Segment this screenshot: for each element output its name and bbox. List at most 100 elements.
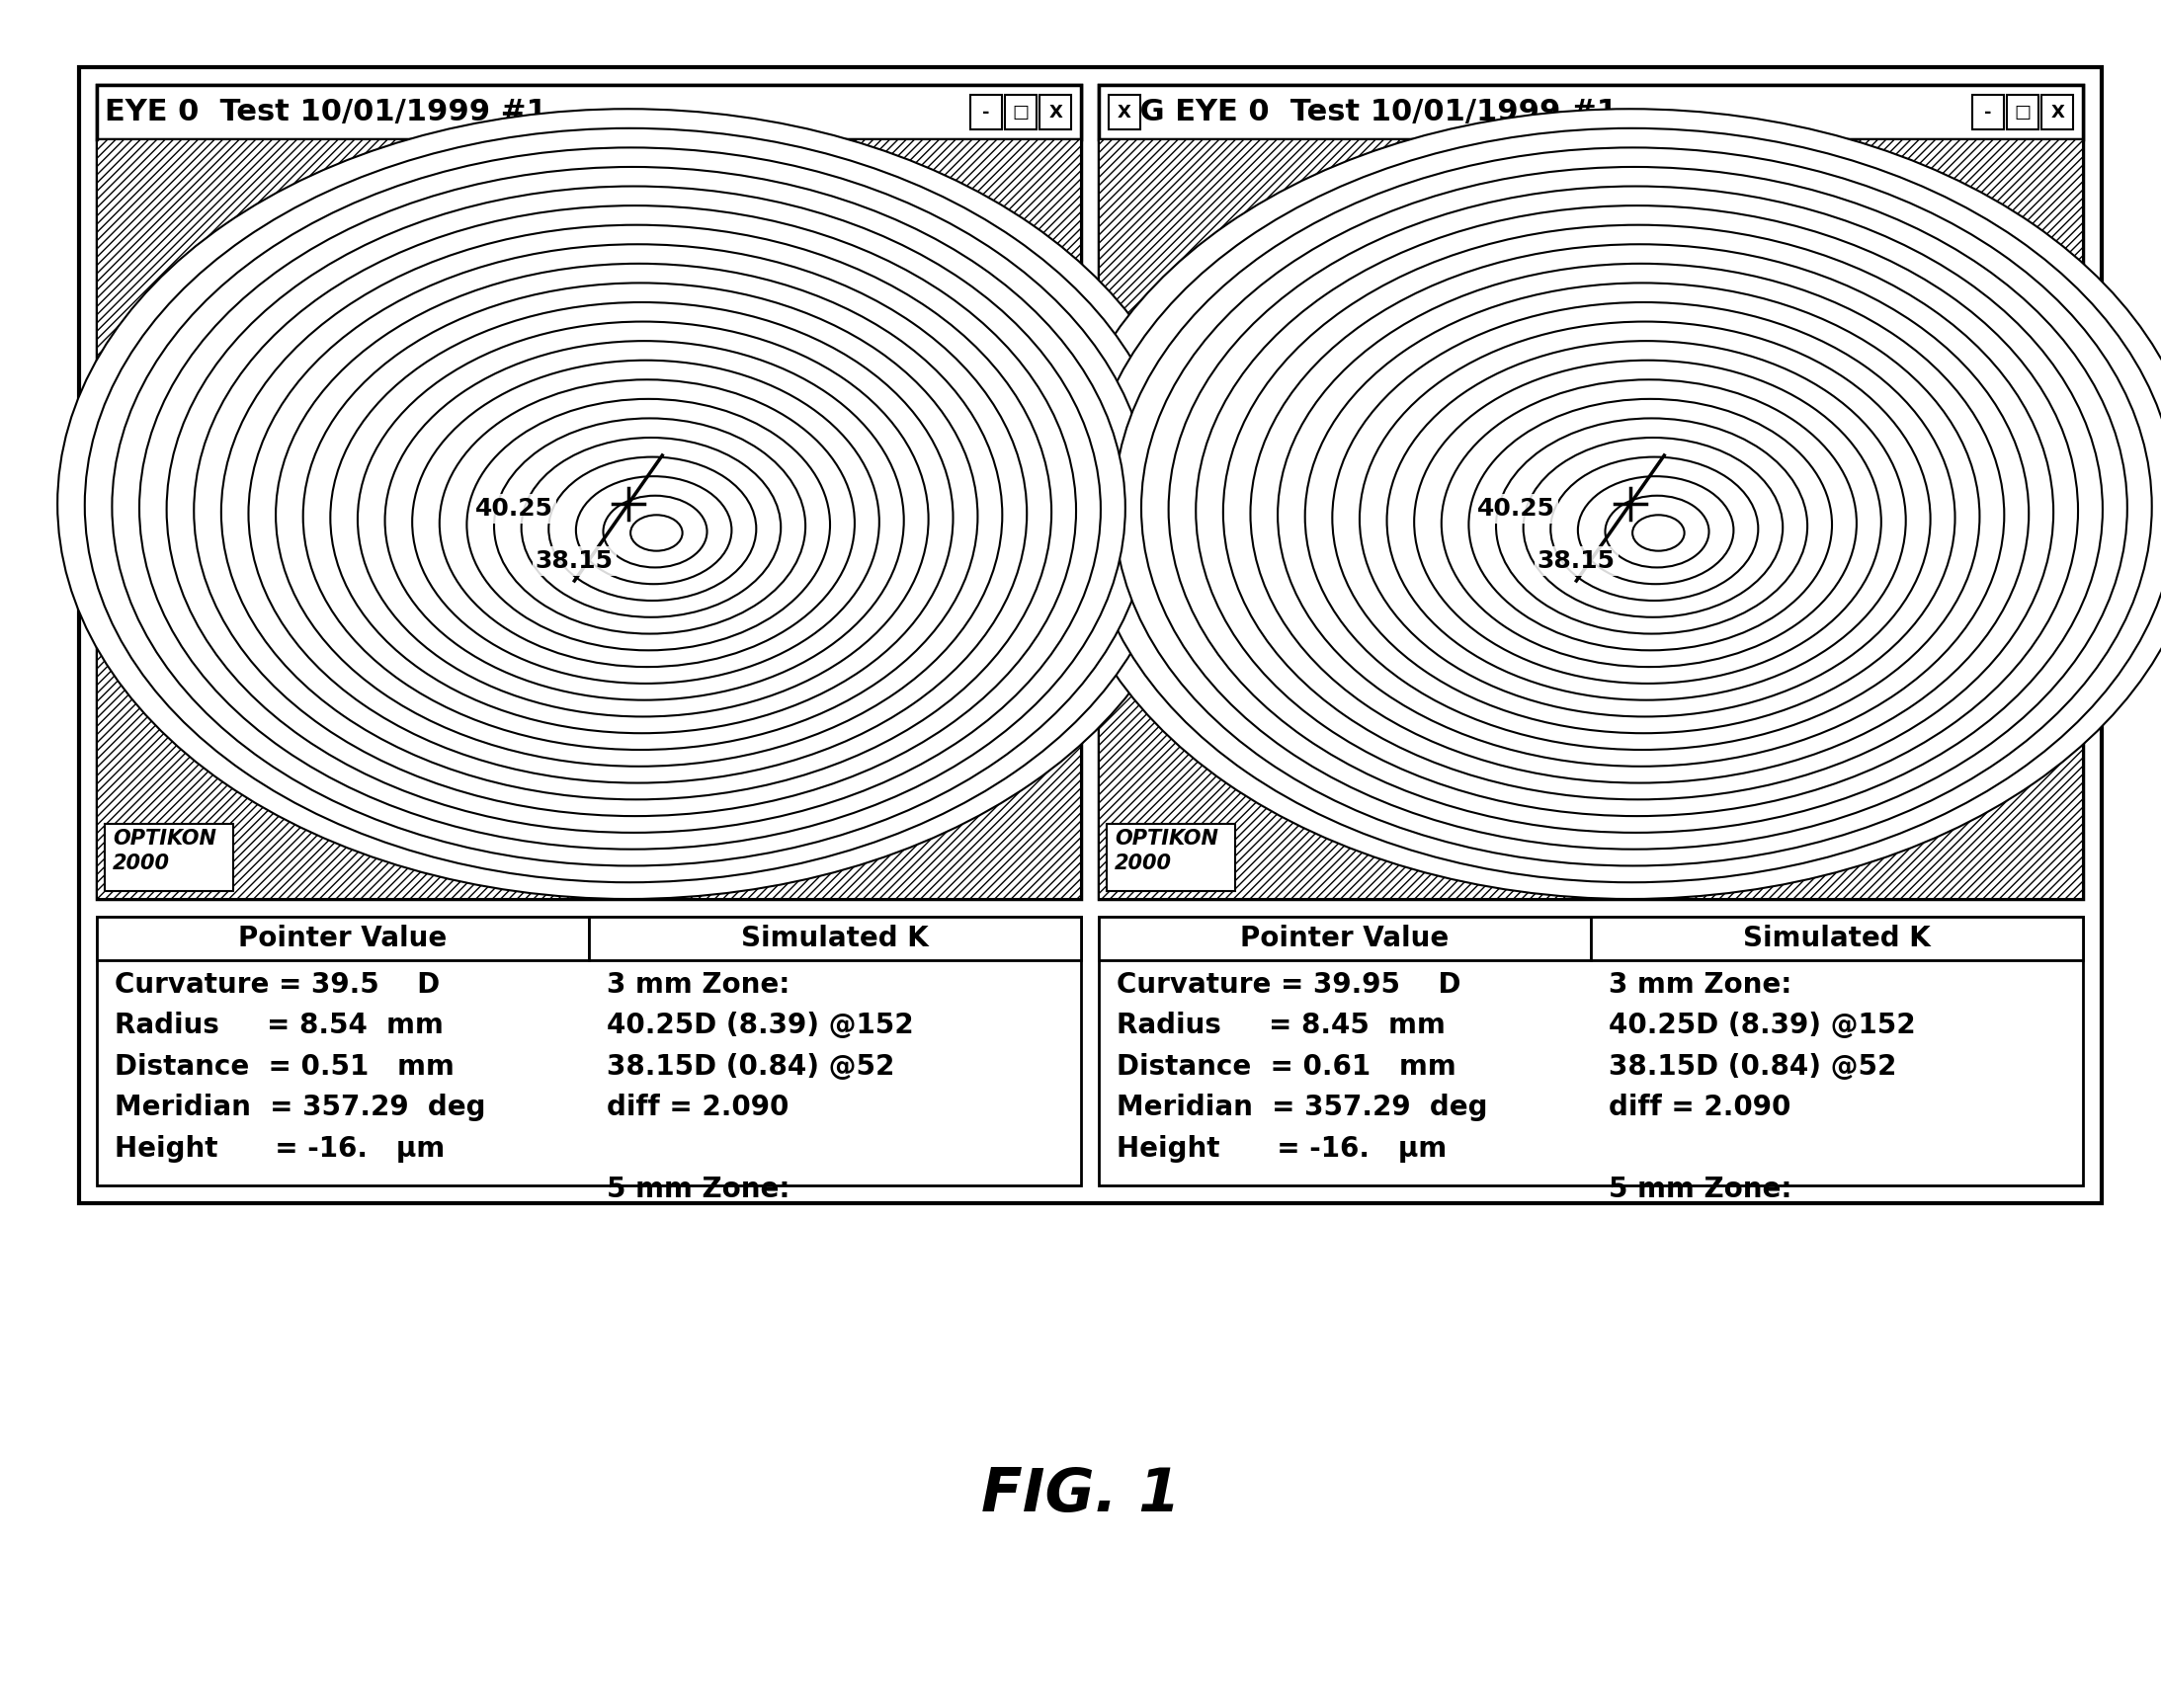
Bar <box>97 917 1080 1185</box>
Text: Simulated K: Simulated K <box>1744 924 1930 953</box>
Ellipse shape <box>1495 418 1807 634</box>
Text: Distance  = 0.51   mm: Distance = 0.51 mm <box>115 1052 454 1081</box>
Text: Meridian  = 357.29  deg: Meridian = 357.29 deg <box>115 1093 486 1122</box>
Ellipse shape <box>1632 516 1683 552</box>
Ellipse shape <box>1413 360 1882 683</box>
Text: 2000: 2000 <box>1115 854 1171 873</box>
Ellipse shape <box>439 379 854 666</box>
Text: 5 mm Zone:: 5 mm Zone: <box>1608 1175 1791 1204</box>
Text: diff = 2.090: diff = 2.090 <box>607 1093 789 1122</box>
Text: Pointer Value: Pointer Value <box>1240 924 1450 953</box>
Ellipse shape <box>385 342 903 700</box>
Bar <box>1098 85 2083 898</box>
Ellipse shape <box>1524 437 1783 617</box>
Text: 3 mm Zone:: 3 mm Zone: <box>607 970 791 999</box>
Ellipse shape <box>166 186 1100 832</box>
Text: -: - <box>1984 102 1992 121</box>
Text: Height      = -16.   μm: Height = -16. μm <box>1117 1134 1448 1163</box>
Ellipse shape <box>577 477 733 584</box>
Text: 40.25D (8.39) @152: 40.25D (8.39) @152 <box>607 1011 914 1040</box>
Ellipse shape <box>357 321 929 717</box>
Text: 40.25: 40.25 <box>475 497 553 521</box>
Text: Height      = -16.   μm: Height = -16. μm <box>115 1134 445 1163</box>
Text: Distance  = 0.61   mm: Distance = 0.61 mm <box>1117 1052 1457 1081</box>
Ellipse shape <box>1087 128 2161 883</box>
Bar <box>1098 140 2083 898</box>
Ellipse shape <box>1578 477 1733 584</box>
Text: 38.15D (0.84) @52: 38.15D (0.84) @52 <box>1608 1052 1897 1081</box>
Text: Curvature = 39.95    D: Curvature = 39.95 D <box>1117 970 1461 999</box>
Bar <box>80 67 2103 1202</box>
Text: EYE 0  Test 10/01/1999 #1: EYE 0 Test 10/01/1999 #1 <box>104 97 547 126</box>
Bar <box>1106 823 1236 892</box>
Bar <box>1098 917 2083 1185</box>
Text: □: □ <box>1014 102 1029 121</box>
Text: 40.25D (8.39) @152: 40.25D (8.39) @152 <box>1608 1011 1915 1040</box>
Text: diff = 2.090: diff = 2.090 <box>1608 1093 1791 1122</box>
Text: Curvature = 39.5    D: Curvature = 39.5 D <box>115 970 441 999</box>
Text: Radius     = 8.54  mm: Radius = 8.54 mm <box>115 1011 443 1040</box>
Ellipse shape <box>1059 109 2161 898</box>
Text: Meridian  = 357.29  deg: Meridian = 357.29 deg <box>1117 1093 1487 1122</box>
Ellipse shape <box>1223 225 2053 799</box>
Ellipse shape <box>631 516 683 552</box>
Text: X: X <box>2051 102 2064 121</box>
Ellipse shape <box>331 302 953 733</box>
Text: Simulated K: Simulated K <box>741 924 929 953</box>
Ellipse shape <box>58 109 1199 898</box>
Ellipse shape <box>1141 167 2126 849</box>
Text: OPTIKON: OPTIKON <box>1115 828 1219 849</box>
Ellipse shape <box>249 244 1026 782</box>
Bar <box>1590 917 2083 960</box>
Bar <box>590 917 1080 960</box>
Ellipse shape <box>1359 321 1930 717</box>
Bar <box>1098 85 2083 140</box>
Text: -: - <box>983 102 990 121</box>
Ellipse shape <box>1305 284 1979 750</box>
Text: X: X <box>1048 102 1063 121</box>
Text: X: X <box>1117 102 1130 121</box>
Ellipse shape <box>138 167 1126 849</box>
Text: 5 mm Zone:: 5 mm Zone: <box>607 1175 791 1204</box>
Text: 40.25: 40.25 <box>1478 497 1556 521</box>
Bar <box>97 85 1080 140</box>
Bar <box>2008 94 2038 130</box>
Ellipse shape <box>467 400 830 651</box>
Text: 2000: 2000 <box>112 854 171 873</box>
Bar <box>1039 94 1072 130</box>
Ellipse shape <box>1251 244 2029 782</box>
Ellipse shape <box>603 495 707 567</box>
Bar <box>1005 94 1037 130</box>
Ellipse shape <box>1333 302 1956 733</box>
Bar <box>1109 94 1141 130</box>
Ellipse shape <box>1469 400 1833 651</box>
Text: PIG EYE 0  Test 10/01/1999 #1: PIG EYE 0 Test 10/01/1999 #1 <box>1106 97 1619 126</box>
Ellipse shape <box>1169 186 2103 832</box>
Text: OPTIKON: OPTIKON <box>112 828 216 849</box>
Ellipse shape <box>1277 263 2003 767</box>
Ellipse shape <box>413 360 880 683</box>
Bar <box>104 823 233 892</box>
Text: 3 mm Zone:: 3 mm Zone: <box>1608 970 1791 999</box>
Bar <box>1973 94 2003 130</box>
Text: 38.15: 38.15 <box>536 550 614 572</box>
Ellipse shape <box>521 437 780 617</box>
Bar <box>97 140 1080 898</box>
Text: Radius     = 8.45  mm: Radius = 8.45 mm <box>1117 1011 1446 1040</box>
Ellipse shape <box>84 128 1173 883</box>
Ellipse shape <box>1441 379 1856 666</box>
Ellipse shape <box>495 418 806 634</box>
Bar <box>970 94 1003 130</box>
Text: □: □ <box>2014 102 2031 121</box>
Ellipse shape <box>112 147 1150 866</box>
Text: 38.15: 38.15 <box>1536 550 1616 572</box>
Ellipse shape <box>1387 342 1906 700</box>
Ellipse shape <box>1552 458 1759 601</box>
Ellipse shape <box>303 284 977 750</box>
Ellipse shape <box>277 263 1003 767</box>
Bar <box>2042 94 2072 130</box>
Text: FIG. 1: FIG. 1 <box>981 1465 1180 1524</box>
Ellipse shape <box>1113 147 2152 866</box>
Text: 38.15D (0.84) @52: 38.15D (0.84) @52 <box>607 1052 895 1081</box>
Bar <box>97 917 590 960</box>
